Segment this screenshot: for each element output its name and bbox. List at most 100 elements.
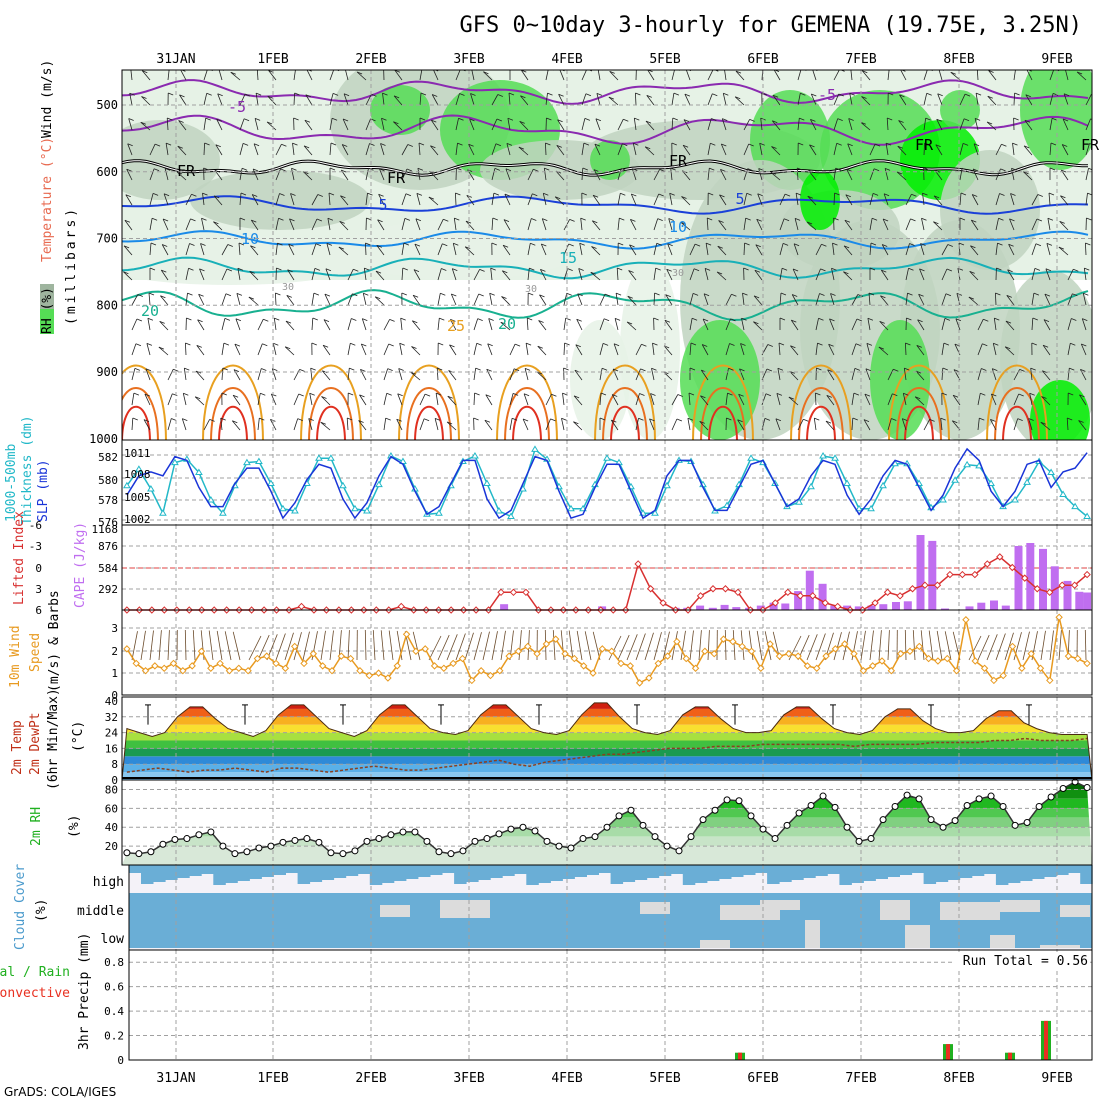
wind-barb-flag xyxy=(1071,318,1077,321)
wind10m-speed-point xyxy=(710,650,718,658)
wind-barb-flag xyxy=(639,393,645,396)
wind-barb-flag xyxy=(432,94,438,97)
wind-barb xyxy=(272,343,277,356)
wind-barb xyxy=(429,171,439,181)
rh2m-point xyxy=(951,817,959,825)
cloud-high-bar xyxy=(418,865,431,877)
wind-barb xyxy=(815,392,817,406)
wind-barb xyxy=(374,296,385,306)
cape-bar xyxy=(1063,580,1072,610)
wind-barb xyxy=(671,418,678,431)
bottom-date-8FEB: 8FEB xyxy=(943,1071,974,1086)
wind10m-speed-point xyxy=(952,667,961,675)
wind10m-speed-point xyxy=(309,650,318,658)
wind-barb-flag xyxy=(125,194,131,198)
thickness-point xyxy=(375,480,383,488)
thickness-point xyxy=(843,479,851,486)
wind-barb-flag xyxy=(945,293,952,297)
wind-barb-flag xyxy=(277,242,283,246)
wind-barb-flag xyxy=(525,342,532,346)
wind-barb xyxy=(725,294,732,306)
wind-barb xyxy=(473,293,480,306)
cloud-high-bar xyxy=(490,865,503,878)
wind-barb-flag xyxy=(739,368,745,372)
wind-barb-flag xyxy=(438,342,444,346)
wind-barb-flag xyxy=(656,242,662,246)
wind-barb-flag xyxy=(737,419,743,423)
temp2m-axis-label-a: 2m Temp xyxy=(10,720,25,775)
wind-barb xyxy=(1045,268,1051,281)
thickness-point xyxy=(1023,478,1031,485)
wind10m-speed-point xyxy=(794,652,802,660)
wind-barb xyxy=(1078,420,1087,431)
wind-barb xyxy=(869,242,872,256)
wind-barb xyxy=(920,243,925,256)
rh2m-point xyxy=(447,850,455,858)
wind-barb-flag xyxy=(566,292,572,296)
wind10m-speed-point xyxy=(318,662,327,670)
cape-bar xyxy=(928,540,937,610)
wind-barb xyxy=(1049,118,1053,131)
thickness-point xyxy=(663,481,671,489)
wind-barb xyxy=(491,217,494,231)
wind-barb xyxy=(702,318,709,331)
wind-barb-flag xyxy=(279,193,285,196)
wind-barb xyxy=(739,368,745,381)
cloud-high-bar xyxy=(466,865,479,882)
wind-barb-flag xyxy=(972,194,978,197)
wind-barb xyxy=(689,342,692,356)
cape-bar xyxy=(977,602,986,610)
wind-barb xyxy=(148,292,151,306)
cloud-high-bar xyxy=(405,865,419,879)
wind-barb xyxy=(972,168,979,181)
wind-barb xyxy=(360,369,367,381)
wind-barb xyxy=(541,218,547,231)
wind-barb-flag xyxy=(798,142,804,146)
wind-barb xyxy=(504,193,511,206)
wind-barb xyxy=(177,145,187,156)
cloud-high-bar xyxy=(141,865,154,884)
wind-barb-flag xyxy=(133,392,140,396)
wind-barb-flag xyxy=(777,367,784,371)
rh-band xyxy=(122,827,1092,837)
wind-barb-flag xyxy=(538,320,544,323)
temp2m-tick: 16 xyxy=(105,742,118,755)
cloud-high-bar xyxy=(646,865,660,878)
wind-barb-flag xyxy=(726,417,732,421)
cloud-low-gap xyxy=(1040,945,1080,948)
wind-barb-flag xyxy=(670,167,676,171)
wind-barb xyxy=(809,144,817,156)
wind-barb-flag xyxy=(349,367,355,371)
wind-barb-flag xyxy=(550,418,556,422)
wind-barb xyxy=(428,196,439,206)
wind-barb-flag xyxy=(1009,218,1015,222)
wind-barb xyxy=(581,93,587,106)
wind-barb xyxy=(869,193,874,206)
wind-barb xyxy=(1081,318,1087,331)
rh2m-point xyxy=(351,847,359,855)
wind-barb xyxy=(703,293,709,306)
lifted-index-point xyxy=(908,585,917,593)
wind10m-barb xyxy=(653,632,662,661)
wind-barb xyxy=(581,143,585,156)
cloud-high-bar xyxy=(610,865,624,884)
wind-barb xyxy=(437,318,440,331)
wind-barb-flag xyxy=(809,144,815,148)
contour-label: 20 xyxy=(498,315,516,333)
wind-barb-flag xyxy=(338,246,345,250)
wind-barb-flag xyxy=(853,392,860,396)
wind-barb xyxy=(700,369,709,381)
wind-barb-flag xyxy=(199,268,205,272)
wind-barb-flag xyxy=(377,219,383,223)
wind-barb-flag xyxy=(1068,392,1074,396)
wind-barb xyxy=(342,118,349,131)
wind-barb xyxy=(527,218,532,231)
wind-barb-flag xyxy=(602,343,609,346)
lifted-index-line xyxy=(126,555,1088,611)
wind-barb xyxy=(1007,269,1015,281)
wind-barb-flag xyxy=(588,70,593,72)
wind-barb xyxy=(545,418,551,431)
wind-barb xyxy=(971,194,979,206)
